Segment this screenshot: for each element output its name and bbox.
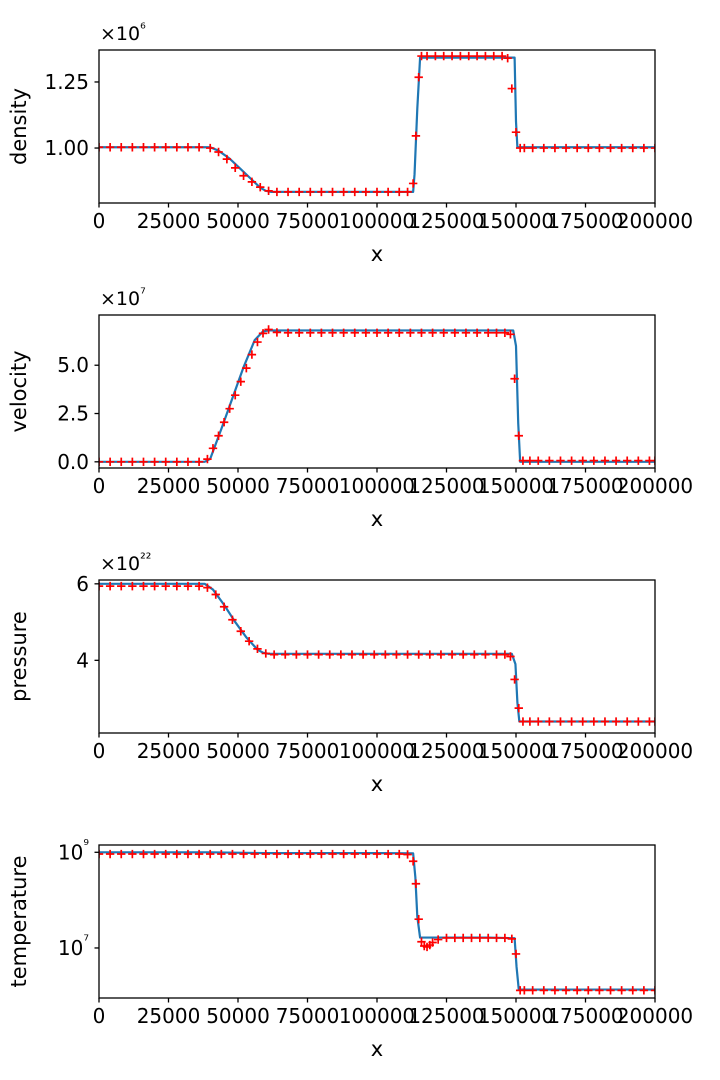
panel-density-xticklabel: 0 — [93, 209, 106, 233]
panel-velocity-xticklabel: 100000 — [339, 474, 415, 498]
panel-temperature-xticklabel: 100000 — [339, 1004, 415, 1028]
panel-velocity-yticklabel: 2.5 — [57, 402, 89, 426]
panel-velocity-yticklabel: 5.0 — [57, 353, 89, 377]
panel-velocity-svg: 0 25000 50000 75000 100000125000150000175000… — [7, 286, 693, 530]
panel-temperature-xticklabel: 75000 — [276, 1004, 340, 1028]
panel-temperature-xticklabel: 50000 — [206, 1004, 270, 1028]
panel-density-xticklabel: 175000 — [547, 209, 623, 233]
panel-velocity-markers-numerical — [99, 325, 655, 467]
panel-density-xlabel: x — [371, 242, 383, 265]
panel-pressure-svg: 0 25000 50000 75000 100000125000150000175000… — [7, 551, 693, 795]
panel-pressure-xticklabel: 100000 — [339, 739, 415, 763]
panel-velocity: 0 25000 50000 75000 100000 125000 150000 175000… — [0, 265, 720, 530]
panel-pressure-xlabel: x — [371, 772, 383, 795]
panel-density-yticklabel: 1.25 — [44, 70, 89, 94]
panel-density-ylabel: density — [7, 88, 31, 165]
panel-velocity-data-area — [99, 325, 655, 467]
panel-pressure-xticklabel: 25000 — [137, 739, 201, 763]
panel-density-xticklabel: 200000 — [617, 209, 693, 233]
panel-density-xticklabel: 50000 — [206, 209, 270, 233]
panel-temperature-svg: 0 25000 50000 75000 100000125000150000175000… — [7, 837, 693, 1060]
panel-temperature-xticklabel: 200000 — [617, 1004, 693, 1028]
panel-velocity-xticklabel: 50000 — [206, 474, 270, 498]
panel-density-svg: 0 25000 50000 75000 100000125000150000175000… — [7, 21, 693, 265]
panel-temperature: 0 25000 50000 75000 100000 125000 150000 175000… — [0, 795, 720, 1060]
panel-pressure-y-offset-text: ×10²² — [100, 551, 151, 575]
panel-density-yticklabel: 1.00 — [44, 136, 89, 160]
panel-velocity-yticklabel: 0.0 — [57, 450, 89, 474]
panel-temperature-yticklabel: 10⁹ — [58, 837, 89, 864]
panel-pressure-data-area — [99, 581, 655, 726]
panel-velocity-y-offset-text: ×10⁷ — [100, 286, 146, 310]
panel-density-xticklabel: 25000 — [137, 209, 201, 233]
panel-density-y-offset-text: ×10⁶ — [100, 21, 146, 45]
panel-temperature-xticklabel: 125000 — [408, 1004, 484, 1028]
panel-pressure-ylabel: pressure — [7, 611, 31, 702]
panel-density-xticklabel: 100000 — [339, 209, 415, 233]
panel-velocity-xticklabel: 200000 — [617, 474, 693, 498]
panel-pressure-xticklabel: 150000 — [478, 739, 554, 763]
panel-temperature-xticklabel: 25000 — [137, 1004, 201, 1028]
panel-velocity-xlabel: x — [371, 507, 383, 530]
panel-pressure-xticklabel: 175000 — [547, 739, 623, 763]
panel-pressure: 0 25000 50000 75000 100000 125000 150000 175000… — [0, 530, 720, 795]
panel-temperature-xticklabel: 150000 — [478, 1004, 554, 1028]
panel-temperature-markers-numerical — [99, 849, 655, 995]
panel-velocity-ylabel: velocity — [7, 350, 31, 432]
panel-velocity-xticklabel: 0 — [93, 474, 106, 498]
panel-temperature-xticklabel: 175000 — [547, 1004, 623, 1028]
panel-temperature-line-exact — [99, 851, 655, 991]
panel-temperature-xlabel: x — [371, 1037, 383, 1060]
panel-pressure-xticklabel: 50000 — [206, 739, 270, 763]
panel-pressure-xticklabel: 125000 — [408, 739, 484, 763]
panel-density-data-area — [99, 51, 655, 197]
panel-temperature-yticklabel: 10⁷ — [58, 933, 89, 960]
panel-velocity-xticklabel: 150000 — [478, 474, 554, 498]
panel-pressure-xticklabel: 0 — [93, 739, 106, 763]
panel-density-xticklabel: 125000 — [408, 209, 484, 233]
panel-pressure-xticklabel: 200000 — [617, 739, 693, 763]
panel-velocity-xticklabel: 75000 — [276, 474, 340, 498]
panel-temperature-xticklabel: 0 — [93, 1004, 106, 1028]
panel-density: 0 25000 50000 75000 100000 125000 150000 175000… — [0, 0, 720, 265]
panel-density-xticklabel: 75000 — [276, 209, 340, 233]
panel-velocity-xticklabel: 175000 — [547, 474, 623, 498]
panel-temperature-ylabel: temperature — [7, 856, 31, 988]
panel-velocity-xticklabel: 25000 — [137, 474, 201, 498]
panel-pressure-yticklabel: 6 — [76, 572, 89, 596]
panel-temperature-data-area — [99, 849, 655, 995]
panel-pressure-markers-numerical — [99, 581, 655, 726]
panel-density-xticklabel: 150000 — [478, 209, 554, 233]
panel-velocity-xticklabel: 125000 — [408, 474, 484, 498]
panel-density-markers-numerical — [99, 51, 655, 197]
panel-pressure-xticklabel: 75000 — [276, 739, 340, 763]
panel-pressure-yticklabel: 4 — [76, 648, 89, 672]
